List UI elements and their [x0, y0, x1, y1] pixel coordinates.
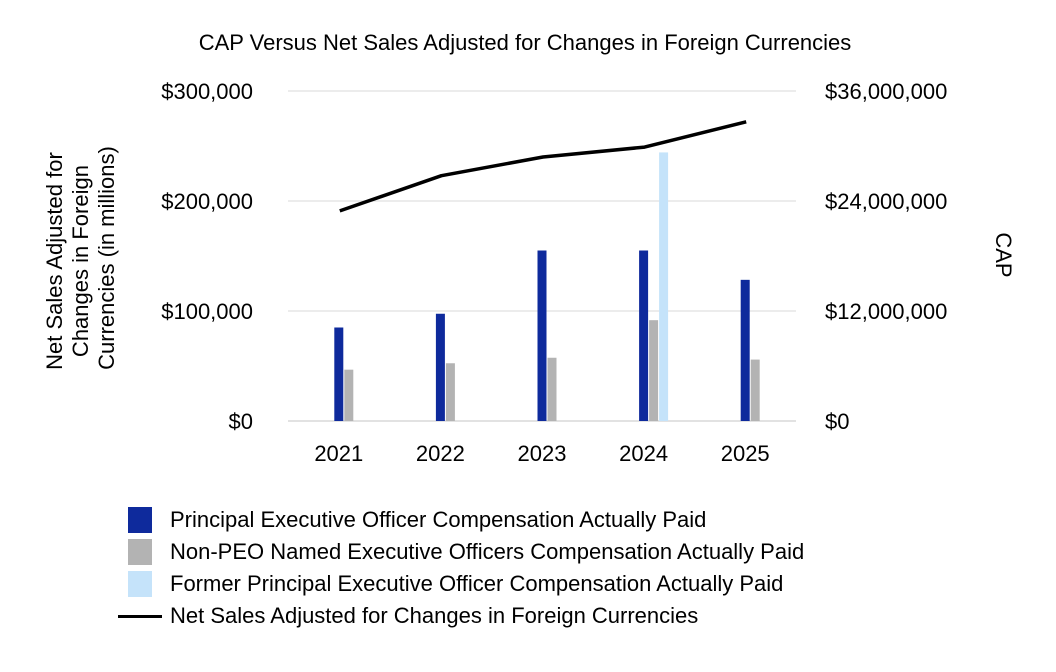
legend-item-non-peo: Non-PEO Named Executive Officers Compens… [116, 536, 804, 568]
chart-title: CAP Versus Net Sales Adjusted for Change… [199, 30, 852, 55]
x-tick-label: 2022 [416, 441, 465, 466]
legend-label-former-peo: Former Principal Executive Officer Compe… [170, 571, 784, 596]
bar-non-peo [547, 357, 557, 421]
bar-non-peo [649, 320, 659, 421]
left-axis-label-line: Net Sales Adjusted for [42, 152, 67, 370]
legend-swatch-non-peo [128, 539, 152, 565]
left-axis-label-line: Changes in Foreign [68, 165, 93, 357]
x-tick-label: 2023 [518, 441, 567, 466]
x-tick-label: 2025 [721, 441, 770, 466]
x-axis-ticks: 2021 2022 2023 2024 2025 [314, 441, 769, 466]
right-axis-label: CAP [991, 232, 1016, 277]
bar-peo [334, 327, 344, 421]
left-axis-ticks: $0 $100,000 $200,000 $300,000 [161, 79, 253, 434]
chart-svg: CAP Versus Net Sales Adjusted for Change… [42, 30, 1016, 466]
legend-line-net-sales [118, 614, 162, 618]
left-tick-label: $100,000 [161, 299, 253, 324]
line-series [339, 120, 747, 213]
bar-non-peo [344, 369, 354, 421]
right-tick-label: $36,000,000 [825, 79, 947, 104]
right-axis-ticks: $0 $12,000,000 $24,000,000 $36,000,000 [825, 79, 947, 434]
bar-non-peo [750, 359, 760, 421]
right-tick-label: $12,000,000 [825, 299, 947, 324]
legend-item-net-sales: Net Sales Adjusted for Changes in Foreig… [116, 600, 804, 632]
legend-label-peo: Principal Executive Officer Compensation… [170, 507, 707, 532]
bar-peo [537, 250, 547, 421]
legend-item-peo: Principal Executive Officer Compensation… [116, 504, 804, 536]
left-axis-label-line: Currencies (in millions) [94, 146, 119, 370]
bar-former-peo [659, 152, 669, 421]
bar-peo [740, 279, 750, 421]
net-sales-line [339, 120, 747, 213]
left-tick-label: $200,000 [161, 189, 253, 214]
legend-item-former-peo: Former Principal Executive Officer Compe… [116, 568, 804, 600]
legend-swatch-peo [128, 507, 152, 533]
bar-non-peo [445, 363, 455, 421]
bar-peo [435, 313, 445, 421]
bars [334, 152, 760, 421]
x-tick-label: 2024 [619, 441, 668, 466]
legend-label-net-sales: Net Sales Adjusted for Changes in Foreig… [170, 603, 699, 628]
right-tick-label: $0 [825, 409, 849, 434]
right-tick-label: $24,000,000 [825, 189, 947, 214]
left-axis-label: Net Sales Adjusted for Changes in Foreig… [42, 146, 119, 370]
left-tick-label: $0 [229, 409, 253, 434]
x-tick-label: 2021 [314, 441, 363, 466]
legend-swatch-former-peo [128, 571, 152, 597]
bar-peo [639, 250, 649, 421]
legend-label-non-peo: Non-PEO Named Executive Officers Compens… [170, 539, 805, 564]
left-tick-label: $300,000 [161, 79, 253, 104]
legend: Principal Executive Officer Compensation… [116, 504, 804, 632]
